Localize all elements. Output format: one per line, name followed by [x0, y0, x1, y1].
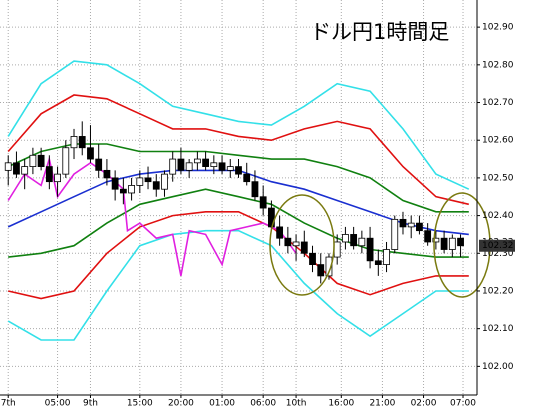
- candle-body: [374, 260, 382, 265]
- y-tick-label: 102.80: [482, 60, 514, 70]
- candle-body: [432, 237, 440, 243]
- x-tick-label: 05:00: [45, 399, 71, 409]
- candle-body: [210, 162, 218, 167]
- candle-body: [37, 154, 45, 167]
- y-tick-label: 102.10: [482, 324, 514, 334]
- candle-body: [333, 241, 341, 258]
- band-line: [8, 211, 469, 300]
- band-line: [7, 60, 470, 190]
- candle-body: [21, 166, 29, 175]
- x-tick-label: 01:00: [209, 399, 235, 409]
- candle-body: [136, 177, 144, 186]
- candle-body: [366, 237, 374, 262]
- candle-body: [317, 264, 325, 277]
- x-tick-label: 07:00: [450, 399, 476, 409]
- last-price-box: [479, 239, 515, 252]
- candle-body: [103, 169, 111, 179]
- candle-body: [391, 218, 399, 250]
- candle-body: [350, 234, 358, 247]
- candle-body: [177, 158, 185, 171]
- x-tick-label: 9th: [83, 399, 98, 409]
- candle-body: [78, 136, 86, 149]
- candle-body: [259, 196, 267, 209]
- candle-body: [169, 158, 177, 175]
- candle-body: [29, 154, 37, 167]
- candle-body: [309, 252, 316, 265]
- candle-body: [62, 147, 70, 175]
- x-tick-label: 15:00: [127, 399, 153, 409]
- candle-body: [4, 162, 12, 171]
- candle-body: [424, 230, 432, 243]
- y-tick-label: 102.90: [482, 23, 514, 33]
- chart-title: ドル円1時間足: [310, 20, 449, 44]
- y-tick-label: 102.30: [482, 249, 514, 259]
- candle-body: [440, 237, 448, 250]
- candle-body: [292, 241, 300, 247]
- candle-body: [185, 162, 193, 171]
- candle-body: [325, 256, 333, 277]
- candle-body: [45, 166, 53, 183]
- x-tick-label: 06:00: [250, 399, 276, 409]
- band-line: [7, 94, 469, 206]
- candle-body: [70, 136, 78, 149]
- y-tick-label: 102.20: [482, 286, 514, 296]
- candle-body: [457, 237, 464, 247]
- x-tick-label: 7th: [1, 399, 16, 409]
- candle-body: [144, 177, 152, 183]
- band-line: [8, 188, 469, 258]
- y-tick-label: 102.70: [482, 98, 514, 108]
- candle-body: [407, 222, 415, 228]
- candle-body: [128, 185, 135, 194]
- candle-body: [300, 241, 308, 254]
- candle-body: [243, 173, 251, 183]
- candle-body: [358, 237, 366, 247]
- candle-body: [416, 222, 423, 232]
- candle-body: [399, 218, 407, 228]
- candle-body: [54, 173, 61, 183]
- candle-body: [193, 158, 201, 164]
- y-tick-label: 102.40: [482, 211, 514, 221]
- candle-body: [251, 181, 259, 198]
- band-line: [7, 155, 297, 277]
- candle-body: [87, 147, 94, 160]
- x-tick-label: 16:00: [328, 399, 354, 409]
- y-tick-label: 102.60: [482, 136, 514, 146]
- candle-body: [284, 237, 292, 247]
- candle-body: [218, 162, 226, 171]
- candle-body: [276, 226, 284, 239]
- candle-body: [202, 158, 210, 167]
- candle-body: [152, 181, 160, 190]
- x-tick-label: 21:00: [369, 399, 395, 409]
- candle-body: [119, 188, 127, 194]
- y-tick-label: 102.00: [482, 362, 514, 372]
- last-price-label: 102.32: [482, 241, 514, 251]
- candle-body: [448, 237, 456, 250]
- x-tick-label: 10th: [286, 399, 307, 409]
- candle-body: [383, 249, 390, 265]
- candle-body: [235, 166, 242, 175]
- axes: 102.90 102.80 102.70 102.60 102.50 102.40 102.…: [1, 23, 515, 409]
- highlight-ellipse: [269, 194, 335, 296]
- x-tick-label: 20:00: [168, 399, 194, 409]
- candle-body: [161, 173, 168, 190]
- candle-body: [111, 177, 119, 190]
- candle-body: [342, 234, 349, 243]
- candle-body: [95, 158, 103, 171]
- band-line: [7, 229, 469, 341]
- candle-body: [13, 162, 20, 175]
- x-tick-label: 02:00: [411, 399, 437, 409]
- y-tick-label: 102.50: [482, 173, 514, 183]
- candle-body: [226, 166, 234, 171]
